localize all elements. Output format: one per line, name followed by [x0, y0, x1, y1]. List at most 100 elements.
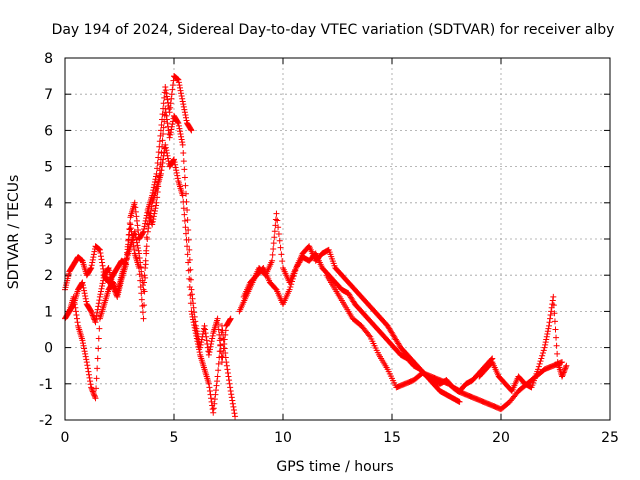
- data-point: [86, 374, 93, 381]
- data-point: [164, 96, 171, 103]
- data-point: [128, 228, 135, 235]
- data-point: [210, 409, 217, 416]
- data-point: [184, 216, 191, 223]
- data-point: [167, 131, 174, 138]
- x-tick-label: 25: [601, 430, 619, 446]
- data-point: [162, 105, 169, 112]
- data-point: [168, 91, 175, 98]
- data-point: [221, 340, 228, 347]
- data-point: [202, 330, 209, 337]
- data-point: [536, 360, 543, 367]
- y-axis-title: SDTVAR / TECUs: [6, 175, 22, 290]
- data-point: [124, 251, 131, 258]
- data-point: [275, 224, 282, 231]
- data-point: [215, 367, 222, 374]
- data-point: [542, 339, 549, 346]
- data-point: [176, 82, 183, 89]
- data-point: [132, 208, 139, 215]
- data-point: [179, 98, 186, 105]
- data-point: [186, 256, 193, 263]
- data-point: [175, 76, 182, 83]
- data-point: [160, 124, 167, 131]
- data-point: [548, 308, 555, 315]
- data-point: [164, 152, 171, 159]
- data-point: [159, 143, 166, 150]
- data-point: [181, 166, 188, 173]
- data-point: [222, 327, 229, 334]
- data-point: [188, 308, 195, 315]
- data-point: [549, 297, 556, 304]
- data-point: [286, 286, 293, 293]
- data-point: [200, 325, 207, 332]
- data-point: [182, 224, 189, 231]
- data-point: [136, 264, 143, 271]
- data-point: [539, 350, 546, 357]
- data-point: [228, 391, 235, 398]
- data-point: [184, 207, 191, 214]
- data-point: [110, 284, 117, 291]
- y-tick-label: 6: [44, 123, 53, 139]
- data-point: [563, 362, 570, 369]
- data-point: [168, 126, 175, 133]
- data-point: [230, 403, 237, 410]
- data-point: [211, 400, 218, 407]
- data-point: [225, 373, 232, 380]
- data-point: [232, 413, 239, 420]
- data-point: [92, 395, 99, 402]
- data-point: [270, 240, 277, 247]
- data-point: [218, 353, 225, 360]
- data-point: [169, 121, 176, 128]
- data-point: [544, 328, 551, 335]
- data-point: [544, 331, 551, 338]
- data-point: [74, 319, 81, 326]
- data-point: [96, 297, 103, 304]
- data-point: [159, 137, 166, 144]
- data-point: [546, 319, 553, 326]
- data-point: [223, 362, 230, 369]
- data-point: [162, 141, 169, 148]
- data-point: [170, 77, 177, 84]
- data-point: [183, 117, 190, 124]
- data-point: [229, 400, 236, 407]
- data-point: [187, 266, 194, 273]
- data-point: [273, 210, 280, 217]
- data-point: [197, 344, 204, 351]
- data-point: [162, 144, 169, 151]
- data-point: [90, 254, 97, 261]
- data-point: [113, 292, 120, 299]
- data-point: [89, 387, 96, 394]
- data-point: [97, 250, 104, 257]
- data-point: [206, 346, 213, 353]
- data-point: [537, 358, 544, 365]
- data-point: [182, 182, 189, 189]
- data-point: [182, 112, 189, 119]
- data-point: [179, 141, 186, 148]
- data-point: [82, 293, 89, 300]
- data-point: [99, 280, 106, 287]
- data-point: [182, 190, 189, 197]
- data-point: [155, 178, 162, 185]
- data-point: [135, 247, 142, 254]
- data-point: [176, 84, 183, 91]
- data-point: [209, 332, 216, 339]
- data-point: [99, 262, 106, 269]
- data-point: [88, 262, 95, 269]
- data-point: [162, 87, 169, 94]
- data-point: [208, 338, 215, 345]
- data-point: [141, 272, 148, 279]
- data-point: [270, 245, 277, 252]
- data-point: [93, 312, 100, 319]
- data-point: [144, 228, 151, 235]
- data-point: [149, 221, 156, 228]
- data-point: [124, 246, 131, 253]
- data-point: [131, 246, 138, 253]
- plot-frame: [64, 57, 611, 421]
- data-point: [180, 103, 187, 110]
- data-point: [142, 264, 149, 271]
- data-point: [543, 336, 550, 343]
- data-point: [181, 106, 188, 113]
- data-point: [219, 354, 226, 361]
- x-tick-label: 0: [61, 430, 70, 446]
- data-point: [93, 375, 100, 382]
- data-point: [85, 368, 92, 375]
